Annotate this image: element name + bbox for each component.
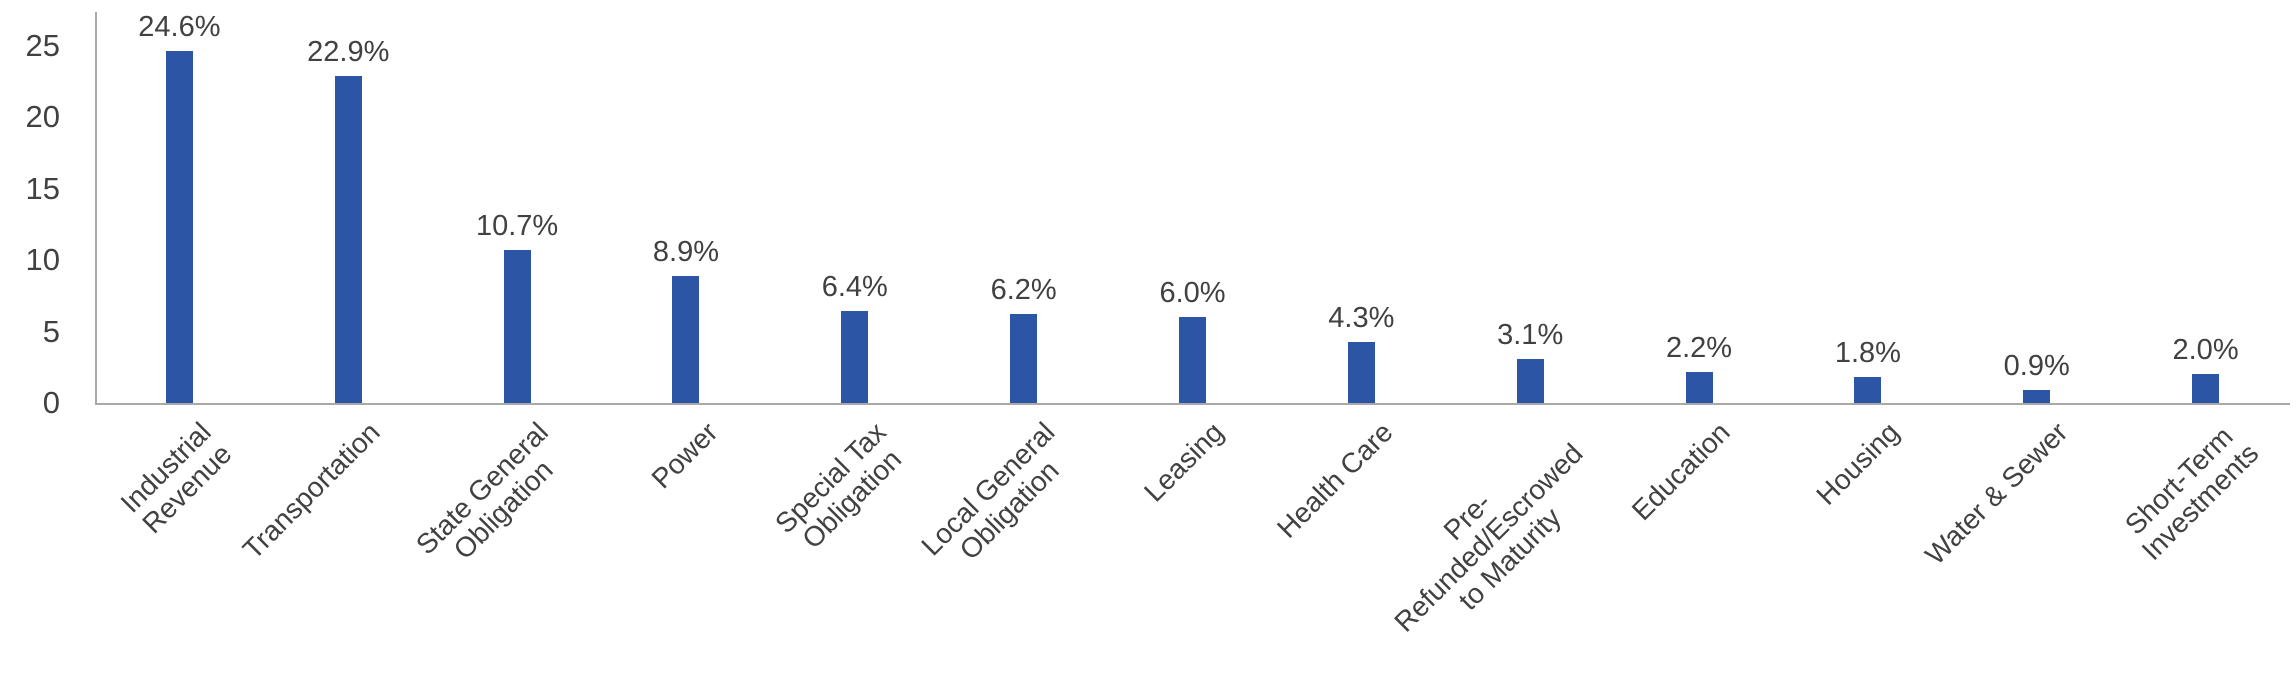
y-axis-tick-label: 5 [42, 313, 60, 349]
y-axis-line [95, 12, 97, 405]
bar-value-label: 4.3% [1328, 301, 1395, 334]
bar [334, 75, 362, 403]
y-axis-tick-label: 25 [25, 27, 60, 63]
category-label: Short-Term Investments [2118, 420, 2264, 567]
bar-value-label: 1.8% [1834, 337, 1901, 370]
category-label: Pre- Refunded/Escrowed to Maturity [1388, 437, 1589, 638]
bar-value-label: 22.9% [307, 35, 390, 68]
bar-value-label: 8.9% [652, 235, 719, 268]
y-axis-tick-label: 0 [42, 385, 60, 420]
bar [165, 51, 193, 403]
bar [672, 275, 700, 403]
bar-value-label: 2.0% [2172, 334, 2239, 367]
bar [841, 311, 869, 403]
category-label: Leasing [1138, 416, 1230, 508]
bar [503, 249, 531, 403]
y-axis-tick-label: 10 [25, 242, 60, 277]
bar [1516, 358, 1544, 403]
category-label: Special Tax Obligation [769, 416, 908, 555]
bar [1854, 377, 1882, 403]
y-axis-tick-label: 20 [25, 99, 60, 134]
bar-value-label: 6.2% [990, 274, 1057, 307]
bar [1179, 317, 1206, 403]
category-label: Housing [1810, 416, 1906, 511]
category-label: Water & Sewer [1919, 416, 2074, 571]
category-label: Health Care [1270, 416, 1399, 544]
category-label: Education [1626, 416, 1737, 527]
category-label: Industrial Revenue [114, 416, 238, 540]
bar [1685, 371, 1713, 403]
bar [2023, 390, 2051, 403]
category-label: State General Obligation [410, 416, 560, 566]
bar-value-label: 6.0% [1159, 277, 1226, 310]
bar-value-label: 0.9% [2003, 350, 2070, 383]
category-label: Local General Obligation [915, 416, 1066, 566]
category-label: Power [645, 416, 724, 495]
y-axis-tick-label: 15 [25, 170, 60, 206]
bar [2192, 374, 2220, 403]
bar-value-label: 10.7% [475, 209, 559, 242]
bar-value-label: 6.4% [821, 271, 888, 304]
x-axis-line [95, 403, 2290, 405]
bar [1010, 314, 1038, 403]
bar-value-label: 24.6% [138, 11, 221, 44]
bar-value-label: 2.2% [1665, 331, 1733, 364]
bar [1347, 341, 1375, 403]
category-label: Transportation [236, 416, 386, 566]
bar-value-label: 3.1% [1497, 318, 1564, 351]
